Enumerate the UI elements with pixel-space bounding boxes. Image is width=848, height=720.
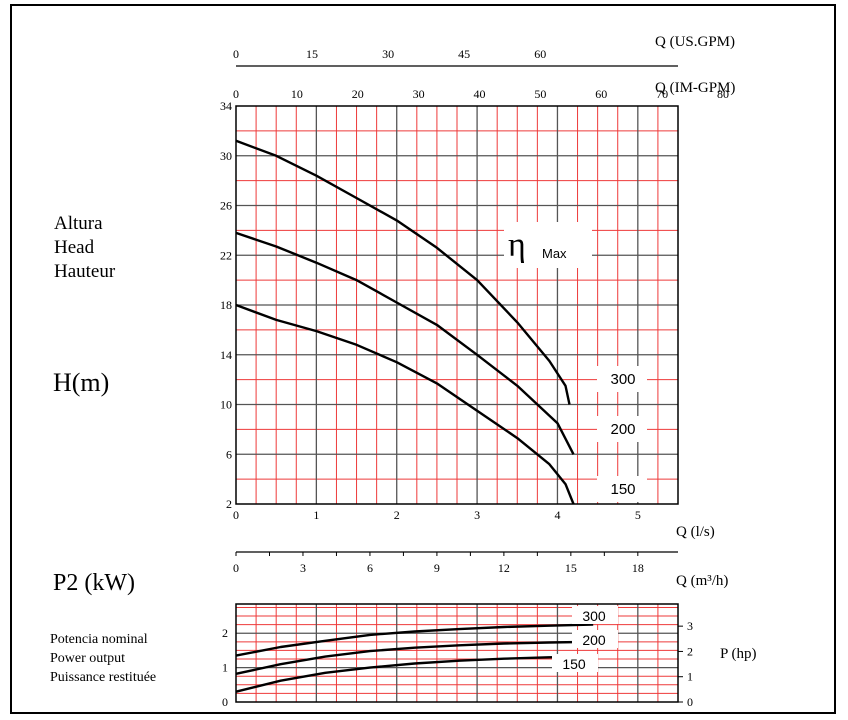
head-curve-300: [235, 139, 571, 405]
usgpm-tick-label: 60: [534, 47, 546, 61]
imgpm-tick-label: 70: [656, 87, 668, 101]
head-x-tick-label: 5: [635, 508, 641, 522]
eta-max-symbol: η: [508, 227, 526, 264]
head-x-tick-label: 3: [474, 508, 480, 522]
power-label-fr: Puissance restituée: [50, 670, 157, 685]
m3h-axis-label: Q (m³/h): [676, 573, 728, 589]
head-unit-label: H(m): [53, 368, 110, 397]
head-curve-label: 200: [610, 421, 635, 438]
imgpm-tick-label: 10: [291, 87, 303, 101]
eta-max-backdrop: [504, 222, 592, 268]
power-plot-area: [235, 603, 679, 703]
power-label-es: Potencia nominal: [50, 632, 148, 647]
power-label: Potencia nominal Power output Puissance …: [50, 630, 156, 687]
power-hp-tick-label: 3: [687, 619, 693, 633]
power-curve-label: 150: [562, 656, 586, 672]
head-curve-150: [235, 303, 575, 505]
head-x-tick-label: 0: [233, 508, 239, 522]
m3h-tick-label: 6: [367, 561, 373, 575]
head-y-tick-label: 2: [226, 497, 232, 511]
head-curve-label: 300: [610, 371, 635, 388]
head-y-tick-label: 10: [220, 398, 232, 412]
head-x-tick-label: 2: [394, 508, 400, 522]
head-y-tick-label: 26: [220, 199, 232, 213]
head-label-fr: Hauteur: [54, 261, 116, 282]
imgpm-tick-label: 80: [717, 87, 729, 101]
head-label-en: Head: [54, 237, 95, 258]
power-hp-tick-label: 1: [687, 670, 693, 684]
imgpm-tick-label: 60: [595, 87, 607, 101]
m3h-tick-label: 9: [434, 561, 440, 575]
imgpm-tick-label: 0: [233, 87, 239, 101]
head-y-tick-label: 30: [220, 149, 232, 163]
usgpm-axis-label: Q (US.GPM): [655, 34, 735, 50]
imgpm-axis-label: Q (IM-GPM): [655, 80, 735, 96]
head-curve-tag-backdrop: [597, 416, 647, 442]
m3h-tick-label: 0: [233, 561, 239, 575]
usgpm-tick-label: 30: [382, 47, 394, 61]
usgpm-tick-label: 15: [306, 47, 318, 61]
power-curve-tag-backdrop: [572, 630, 618, 648]
head-x-tick-label: 4: [554, 508, 560, 522]
eta-max-subscript: Max: [542, 246, 567, 261]
imgpm-tick-label: 50: [534, 87, 546, 101]
usgpm-tick-label: 0: [233, 47, 239, 61]
m3h-tick-label: 15: [565, 561, 577, 575]
power-kw-tick-label: 2: [222, 626, 228, 640]
head-x-tick-label: 1: [313, 508, 319, 522]
power-curve-label: 300: [582, 608, 606, 624]
m3h-tick-label: 12: [498, 561, 510, 575]
power-curve-200: [235, 640, 594, 675]
head-label-es: Altura: [54, 213, 103, 234]
power-curve-300: [235, 623, 594, 657]
power-curve-tag-backdrop: [552, 654, 598, 672]
power-curve-150: [235, 655, 594, 693]
power-curve-label: 200: [582, 632, 606, 648]
power-kw-tick-label: 0: [222, 695, 228, 709]
head-y-tick-label: 6: [226, 447, 232, 461]
usgpm-tick-label: 45: [458, 47, 470, 61]
head-label: Altura Head Hauteur: [54, 212, 115, 284]
power-hp-axis-label: P (hp): [720, 646, 757, 662]
head-y-tick-label: 34: [220, 99, 232, 113]
imgpm-tick-label: 40: [474, 87, 486, 101]
power-unit-label: P2 (kW): [53, 570, 135, 596]
power-hp-tick-label: 2: [687, 644, 693, 658]
head-y-tick-label: 18: [220, 298, 232, 312]
head-curve-200: [235, 231, 575, 455]
imgpm-tick-label: 20: [352, 87, 364, 101]
power-label-en: Power output: [50, 651, 126, 666]
imgpm-tick-label: 30: [413, 87, 425, 101]
power-kw-tick-label: 1: [222, 661, 228, 675]
m3h-tick-label: 18: [632, 561, 644, 575]
power-hp-tick-label: 0: [687, 695, 693, 709]
m3h-tick-label: 3: [300, 561, 306, 575]
head-y-tick-label: 22: [220, 248, 232, 262]
head-y-tick-label: 14: [220, 348, 232, 362]
head-curve-label: 150: [610, 481, 635, 498]
head-curve-tag-backdrop: [597, 476, 647, 502]
power-curve-tag-backdrop: [572, 606, 618, 624]
head-curve-tag-backdrop: [597, 366, 647, 392]
chart-frame: 2 6 10 14 18 22 26 30 34 0 1 2 3 4 5 Q (l/s) 0 15 30 45 60 Q …: [10, 4, 836, 714]
head-x-axis-label: Q (l/s): [676, 524, 715, 540]
